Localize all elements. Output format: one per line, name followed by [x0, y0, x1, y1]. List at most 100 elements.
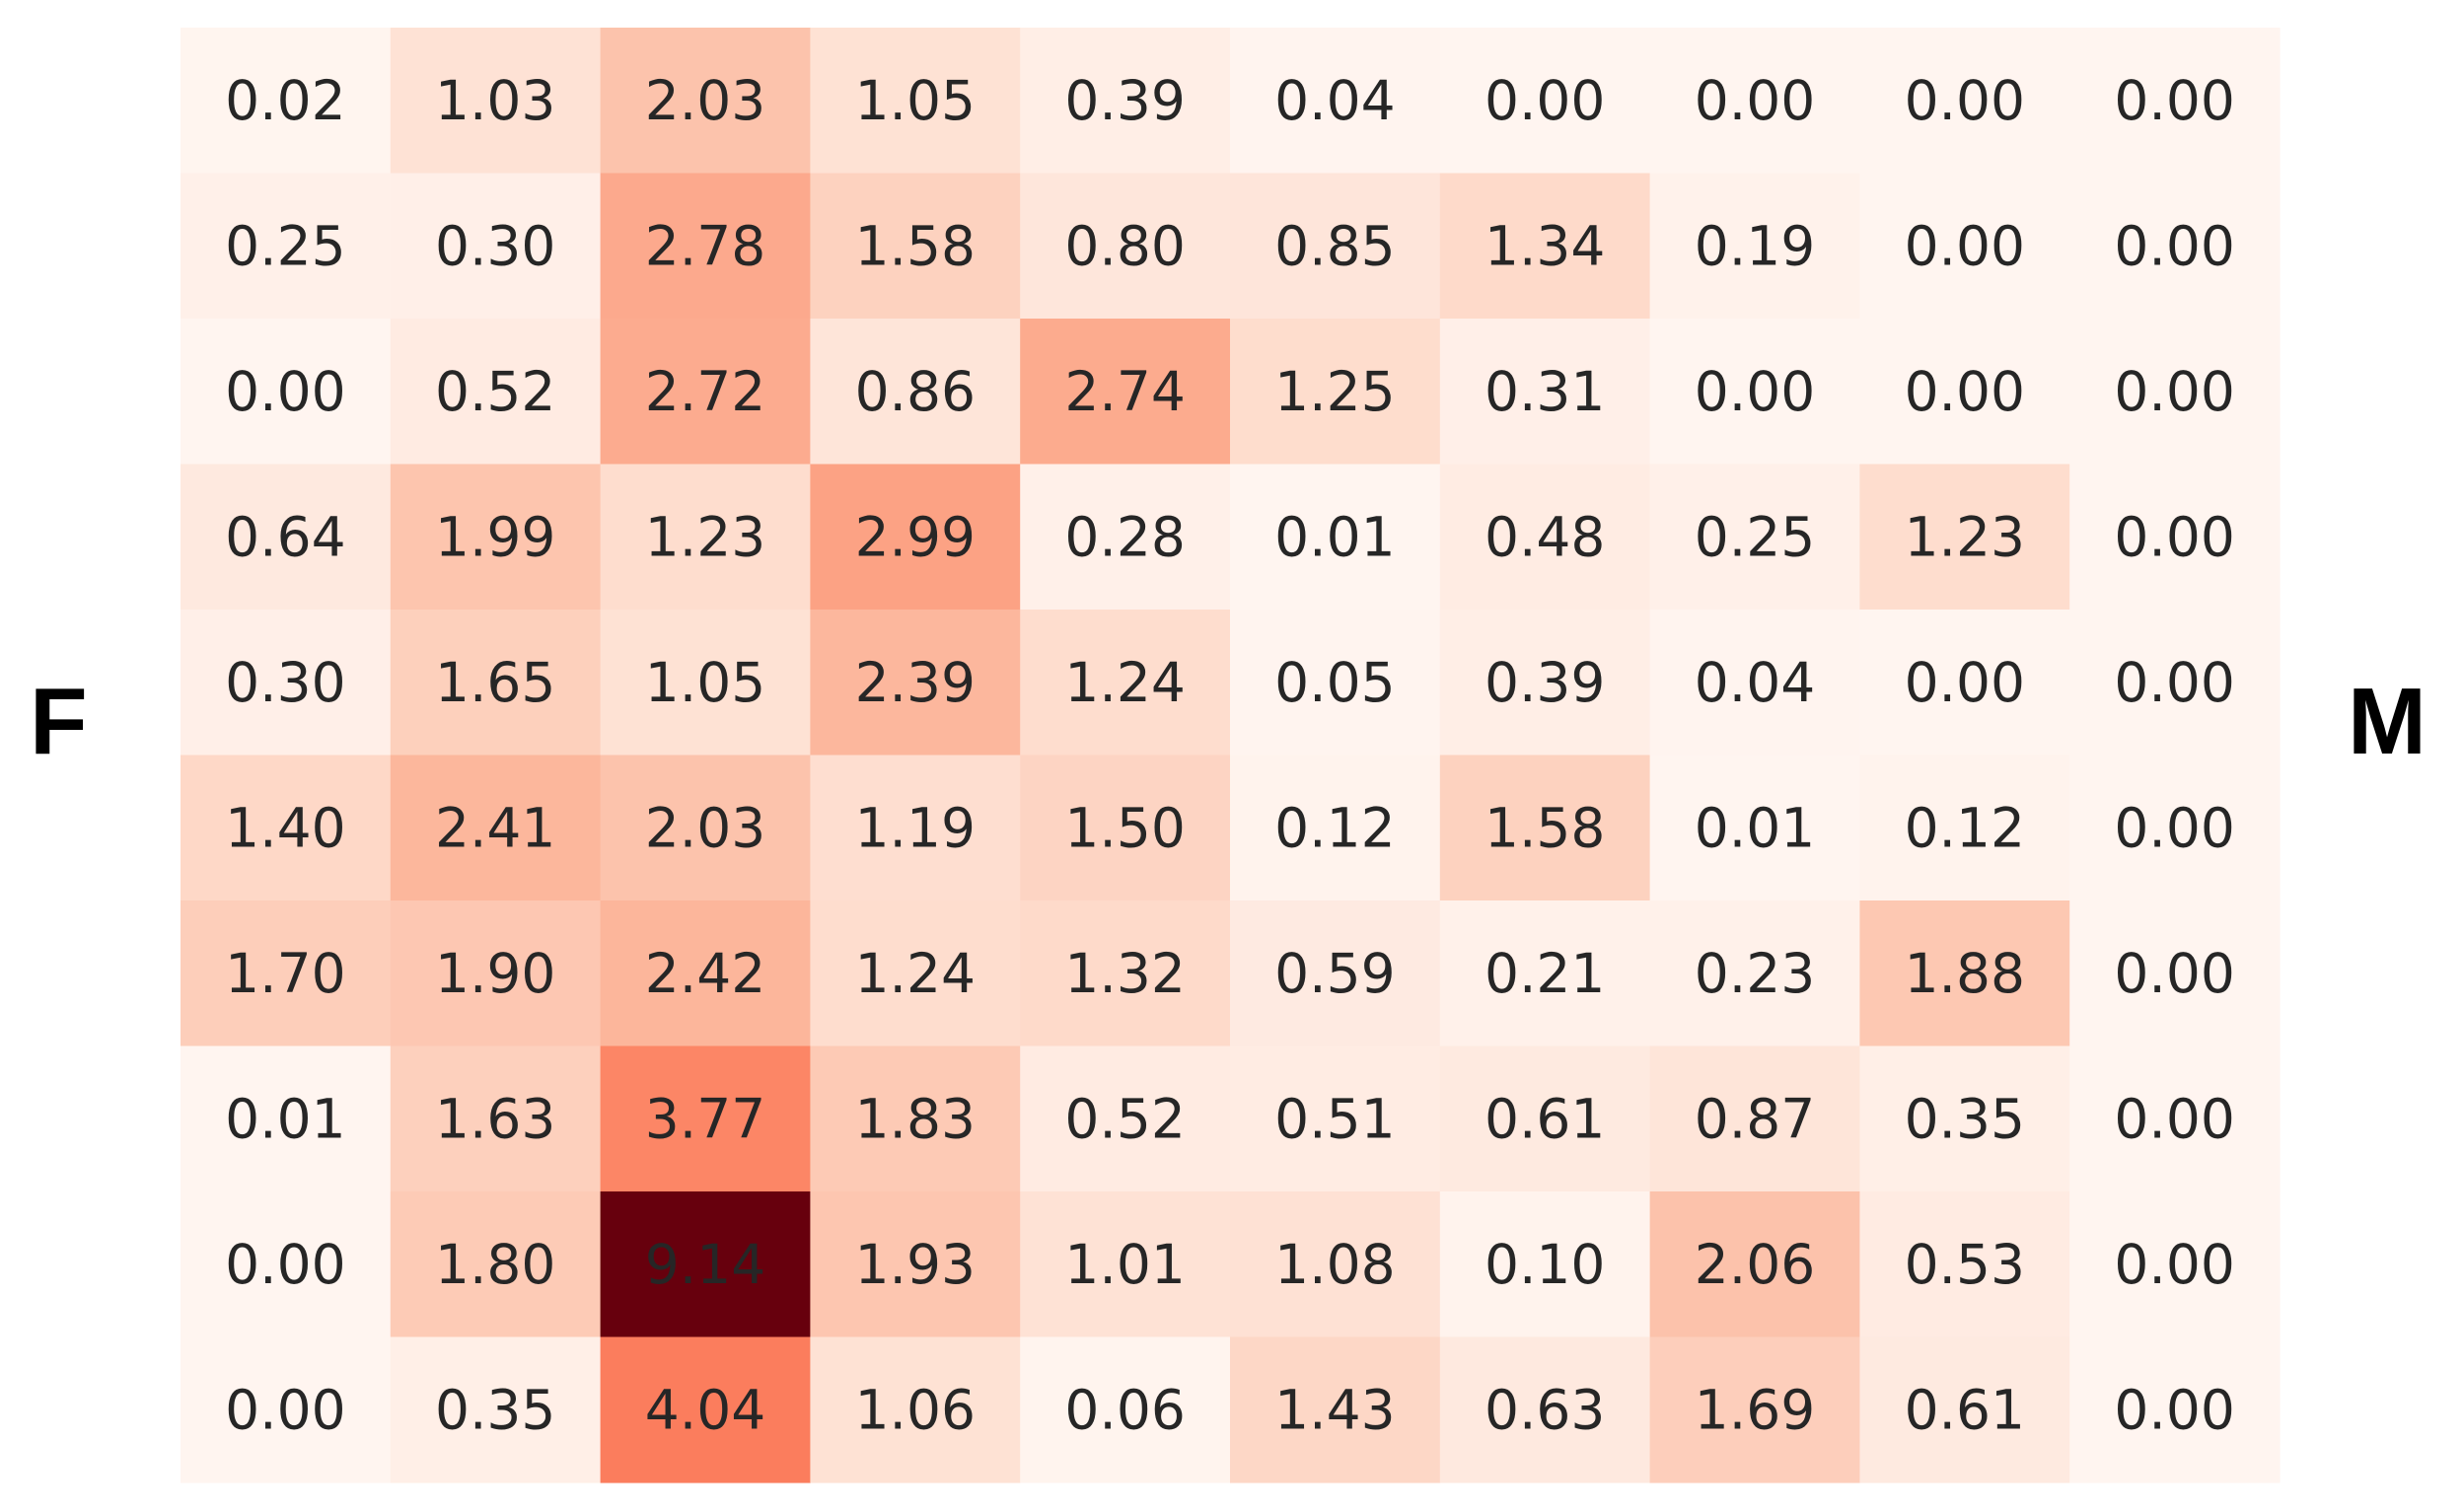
heatmap-cell-r9-c4	[1020, 1336, 1231, 1483]
heatmap-cell-r3-c1	[390, 464, 602, 611]
heatmap-cell-label-r3-c9: 0.00	[2114, 505, 2234, 568]
heatmap-cell-label-r6-c7: 0.23	[1695, 942, 1815, 1005]
heatmap-cell-r8-c6	[1439, 1191, 1651, 1338]
heatmap-cell-r7-c8	[1859, 1045, 2070, 1192]
heatmap-cell-label-r0-c8: 0.00	[1905, 69, 2025, 132]
heatmap-cell-r6-c3	[810, 900, 1021, 1047]
heatmap-cell-r1-c2	[600, 173, 811, 320]
heatmap-cell-label-r7-c5: 0.51	[1274, 1087, 1395, 1150]
heatmap-cell-label-r0-c5: 0.04	[1274, 69, 1395, 132]
heatmap-cell-label-r7-c8: 0.35	[1905, 1087, 2025, 1150]
heatmap-cell-r6-c7	[1649, 900, 1860, 1047]
heatmap-cell-label-r4-c1: 1.65	[435, 651, 555, 714]
heatmap-cell-r8-c0	[181, 1191, 392, 1338]
heatmap-cell-r4-c6	[1439, 610, 1651, 756]
heatmap-cell-label-r7-c6: 0.61	[1485, 1087, 1605, 1150]
heatmap-cell-label-r6-c0: 1.70	[225, 942, 345, 1005]
heatmap-cell-r0-c0	[181, 28, 392, 175]
heatmap-cell-label-r4-c3: 2.39	[855, 651, 976, 714]
heatmap-cell-r7-c4	[1020, 1045, 1231, 1192]
heatmap-cell-label-r7-c0: 0.01	[225, 1087, 345, 1150]
heatmap-cell-label-r2-c3: 0.86	[855, 360, 976, 423]
right-label-m: M	[2348, 669, 2427, 774]
heatmap-cell-label-r4-c6: 0.39	[1485, 651, 1605, 714]
heatmap-cell-r3-c4	[1020, 464, 1231, 611]
heatmap-cell-r4-c5	[1230, 610, 1441, 756]
heatmap-cell-r3-c9	[2069, 464, 2281, 611]
heatmap-cell-label-r4-c8: 0.00	[1905, 651, 2025, 714]
heatmap-cell-r1-c0	[181, 173, 392, 320]
heatmap-cell-r1-c9	[2069, 173, 2281, 320]
heatmap-cell-label-r2-c5: 1.25	[1274, 360, 1395, 423]
heatmap-cell-label-r0-c2: 2.03	[645, 69, 765, 132]
heatmap-cell-r0-c3	[810, 28, 1021, 175]
heatmap-cell-r9-c0	[181, 1336, 392, 1483]
heatmap-cell-r4-c9	[2069, 610, 2281, 756]
heatmap-cell-r3-c6	[1439, 464, 1651, 611]
heatmap-cell-label-r9-c8: 0.61	[1905, 1378, 2025, 1441]
heatmap-cell-r9-c2	[600, 1336, 811, 1483]
heatmap-cell-r8-c7	[1649, 1191, 1860, 1338]
heatmap-cell-r0-c1	[390, 28, 602, 175]
heatmap-cell-label-r0-c6: 0.00	[1485, 69, 1605, 132]
heatmap-cell-label-r6-c9: 0.00	[2114, 942, 2234, 1005]
heatmap-cell-label-r2-c8: 0.00	[1905, 360, 2025, 423]
heatmap-cell-r5-c8	[1859, 755, 2070, 901]
heatmap-cell-label-r1-c1: 0.30	[435, 214, 555, 277]
heatmap-cell-label-r9-c7: 1.69	[1695, 1378, 1815, 1441]
heatmap-cell-label-r9-c9: 0.00	[2114, 1378, 2234, 1441]
heatmap-cell-label-r2-c7: 0.00	[1695, 360, 1815, 423]
heatmap-cell-r8-c5	[1230, 1191, 1441, 1338]
heatmap-cell-r1-c6	[1439, 173, 1651, 320]
heatmap-cell-label-r9-c6: 0.63	[1485, 1378, 1605, 1441]
heatmap-cell-r4-c8	[1859, 610, 2070, 756]
heatmap-cell-r0-c2	[600, 28, 811, 175]
heatmap-cell-label-r8-c4: 1.01	[1064, 1233, 1185, 1296]
heatmap-cell-label-r0-c7: 0.00	[1695, 69, 1815, 132]
heatmap-cell-r0-c6	[1439, 28, 1651, 175]
heatmap-cell-label-r1-c0: 0.25	[225, 214, 345, 277]
heatmap-cell-r5-c9	[2069, 755, 2281, 901]
heatmap-cell-label-r9-c4: 0.06	[1064, 1378, 1185, 1441]
heatmap-cell-r5-c7	[1649, 755, 1860, 901]
heatmap-cell-label-r5-c5: 0.12	[1274, 796, 1395, 859]
heatmap-cell-r5-c6	[1439, 755, 1651, 901]
heatmap-cell-r9-c7	[1649, 1336, 1860, 1483]
heatmap-cell-label-r6-c6: 0.21	[1485, 942, 1605, 1005]
heatmap-cell-label-r0-c1: 1.03	[435, 69, 555, 132]
heatmap-cell-label-r0-c3: 1.05	[855, 69, 976, 132]
heatmap-cell-r7-c7	[1649, 1045, 1860, 1192]
heatmap-cell-r4-c3	[810, 610, 1021, 756]
heatmap-cell-r1-c8	[1859, 173, 2070, 320]
heatmap-cell-label-r7-c3: 1.83	[855, 1087, 976, 1150]
heatmap-cell-r2-c5	[1230, 319, 1441, 466]
heatmap-cell-r6-c6	[1439, 900, 1651, 1047]
heatmap-cell-r7-c1	[390, 1045, 602, 1192]
heatmap-cell-label-r5-c6: 1.58	[1485, 796, 1605, 859]
heatmap-cell-r4-c2	[600, 610, 811, 756]
heatmap-cell-r4-c0	[181, 610, 392, 756]
heatmap-cell-label-r4-c5: 0.05	[1274, 651, 1395, 714]
heatmap-cell-r7-c5	[1230, 1045, 1441, 1192]
heatmap-cell-r1-c3	[810, 173, 1021, 320]
heatmap-cell-r3-c7	[1649, 464, 1860, 611]
heatmap-cell-label-r1-c2: 2.78	[645, 214, 765, 277]
heatmap-cell-label-r2-c9: 0.00	[2114, 360, 2234, 423]
heatmap-cell-r6-c8	[1859, 900, 2070, 1047]
heatmap-cell-r5-c4	[1020, 755, 1231, 901]
heatmap-cell-label-r8-c9: 0.00	[2114, 1233, 2234, 1296]
heatmap-cell-label-r5-c4: 1.50	[1064, 796, 1185, 859]
heatmap-cell-r3-c3	[810, 464, 1021, 611]
heatmap-cell-label-r1-c4: 0.80	[1064, 214, 1185, 277]
heatmap-cell-r2-c3	[810, 319, 1021, 466]
heatmap-cell-label-r8-c2: 9.14	[645, 1233, 765, 1296]
heatmap-cell-label-r1-c9: 0.00	[2114, 214, 2234, 277]
heatmap-cell-r0-c8	[1859, 28, 2070, 175]
heatmap-cell-r7-c6	[1439, 1045, 1651, 1192]
heatmap-cell-label-r9-c0: 0.00	[225, 1378, 345, 1441]
heatmap-cell-label-r3-c3: 2.99	[855, 505, 976, 568]
heatmap-cell-label-r8-c3: 1.93	[855, 1233, 976, 1296]
heatmap-cell-label-r8-c7: 2.06	[1695, 1233, 1815, 1296]
heatmap-cell-r9-c9	[2069, 1336, 2281, 1483]
heatmap-cell-r7-c2	[600, 1045, 811, 1192]
